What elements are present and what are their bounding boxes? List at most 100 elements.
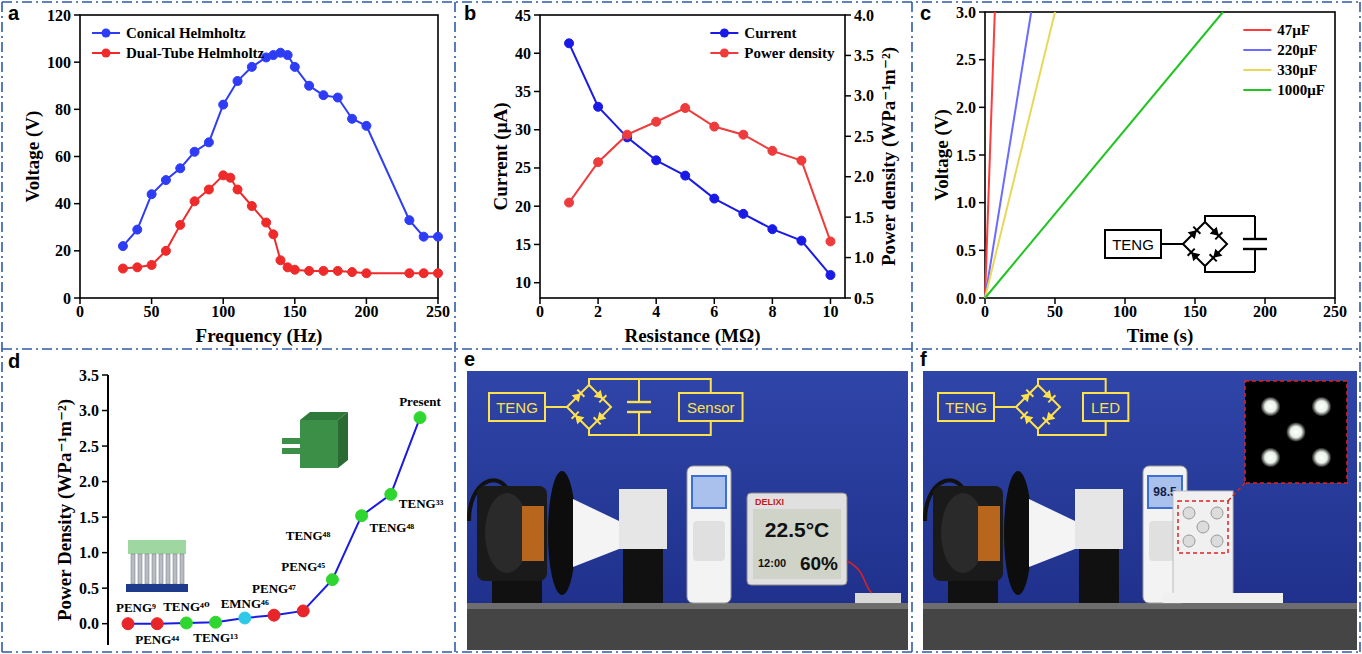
circuit-label: TENG	[1112, 236, 1154, 253]
circuit-wire	[589, 379, 711, 393]
series-line	[569, 108, 830, 241]
data-point	[681, 103, 690, 112]
point-label: TENG⁴⁸	[286, 528, 331, 543]
plot-data	[565, 39, 835, 280]
y-tick	[979, 202, 985, 204]
y-tick	[102, 481, 108, 483]
y-tick	[534, 282, 540, 284]
data-point	[348, 268, 357, 277]
y-tick	[102, 552, 108, 554]
point-label: EMNG⁴⁶	[221, 596, 269, 611]
series-line	[123, 175, 438, 273]
panel-letter: b	[464, 2, 476, 24]
y-tick	[534, 52, 540, 54]
speaker-coil	[978, 506, 1000, 561]
data-point	[133, 263, 142, 272]
circuit-label: TENG	[496, 399, 538, 416]
y-tick-label: 35	[515, 83, 531, 100]
point-label: TENG⁴⁰	[163, 599, 210, 614]
sensor-wire	[847, 561, 872, 593]
plot-data	[985, 12, 1223, 298]
data-point	[405, 269, 414, 278]
capacitor-plate	[1243, 238, 1267, 240]
data-point	[333, 93, 342, 102]
led-holder	[1173, 491, 1233, 595]
legend: CurrentPower density	[710, 25, 835, 61]
circuit-wire	[1038, 421, 1106, 435]
data-point	[434, 232, 443, 241]
y2-tick-label: 3.0	[854, 87, 874, 104]
circuit-wire	[1038, 379, 1106, 393]
y-tick	[534, 167, 540, 169]
x-axis-title: Time (s)	[1127, 325, 1194, 347]
y2-tick-label: 1.0	[854, 249, 874, 266]
chart-panel: d0.00.51.01.52.02.53.03.5Power Density (…	[8, 350, 444, 647]
point-label: TENG³³	[399, 496, 444, 511]
figure: a020406080100120Voltage (V)0501001502002…	[0, 0, 1362, 654]
data-point	[176, 220, 185, 229]
y-tick-label: 1.5	[956, 147, 976, 164]
y-tick	[74, 61, 80, 63]
legend-swatch	[1243, 29, 1271, 31]
data-point	[122, 618, 134, 630]
led	[1211, 507, 1223, 519]
y2-tick-label: 2.0	[854, 168, 874, 185]
diode	[1191, 252, 1200, 261]
data-point	[233, 185, 242, 194]
legend-label: Conical Helmholtz	[126, 25, 246, 41]
photo-panel: eDELIXI22.5°C12:0060%TENGSensor	[464, 348, 908, 650]
x-tick-label: 4	[652, 303, 660, 320]
circuit-wire	[567, 385, 611, 429]
diode	[1024, 415, 1033, 424]
diode-bar	[1188, 249, 1195, 256]
data-point	[385, 488, 397, 500]
diode-bar	[599, 395, 606, 402]
circuit-wire	[1205, 216, 1255, 222]
y-tick-label: 25	[515, 159, 531, 176]
y-tick	[534, 129, 540, 131]
data-point	[190, 147, 199, 156]
data-point	[434, 269, 443, 278]
legend-marker	[720, 29, 729, 38]
y-tick	[979, 250, 985, 252]
legend-label: 220μF	[1277, 42, 1317, 58]
y-tick	[74, 297, 80, 299]
data-point	[247, 62, 256, 71]
led	[1183, 535, 1195, 547]
data-point	[362, 269, 371, 278]
y-tick	[102, 374, 108, 376]
y-axis-title: Voltage (V)	[22, 111, 44, 203]
data-point	[204, 138, 213, 147]
data-point	[268, 609, 280, 621]
data-point	[565, 39, 574, 48]
data-point	[147, 190, 156, 199]
diode-bar	[1048, 395, 1055, 402]
y-tick	[534, 14, 540, 16]
plot-data	[122, 412, 426, 630]
data-point	[419, 232, 428, 241]
speaker-body	[933, 486, 1003, 581]
chart-panel: c0.00.51.01.52.02.53.0Voltage (V)0501001…	[920, 2, 1347, 347]
diode	[594, 390, 603, 399]
x-tick-label: 8	[768, 303, 776, 320]
x-tick-label: 0	[981, 303, 989, 320]
y-tick-label: 100	[47, 54, 71, 71]
y-tick-label: 0.0	[79, 615, 99, 632]
data-point	[118, 264, 127, 273]
circuit-box	[1083, 393, 1128, 421]
diode-bar	[577, 390, 584, 397]
legend-label: 1000μF	[1277, 82, 1325, 98]
led	[1211, 535, 1223, 547]
x-axis-title: Resistance (MΩ)	[624, 325, 760, 347]
y2-tick	[845, 55, 851, 57]
circuit-wire	[1183, 222, 1227, 266]
diode	[1021, 393, 1030, 402]
circuit-wire	[1016, 385, 1060, 429]
data-point	[305, 81, 314, 90]
legend-swatch	[1243, 89, 1271, 91]
y-tick-label: 0.5	[79, 580, 99, 597]
data-point	[356, 510, 368, 522]
point-label: PENG⁹	[116, 600, 156, 615]
x-tick-label: 250	[1323, 303, 1347, 320]
point-label: TENG¹³	[193, 630, 238, 645]
